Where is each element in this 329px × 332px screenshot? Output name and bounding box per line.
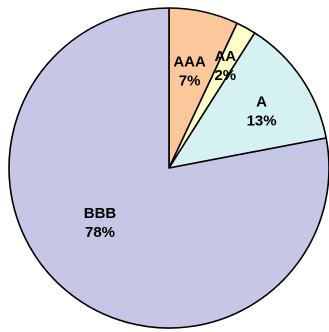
pie-label-aaa: AAA — [173, 54, 206, 71]
pie-label-a: A — [256, 93, 267, 110]
pie-labels: AAA 7% AA 2% A 13% BBB 78% — [84, 48, 277, 241]
pie-label-bbb: BBB — [84, 205, 117, 222]
pie-value-bbb: 78% — [85, 224, 115, 241]
pie-value-a: 13% — [247, 112, 277, 129]
pie-slice-a — [168, 32, 327, 169]
pie-value-aa: 2% — [214, 67, 236, 84]
pie-slice-bbb — [8, 7, 329, 329]
pie-value-aaa: 7% — [179, 73, 201, 90]
pie-slices — [8, 7, 329, 329]
pie-label-aa: AA — [214, 48, 236, 65]
